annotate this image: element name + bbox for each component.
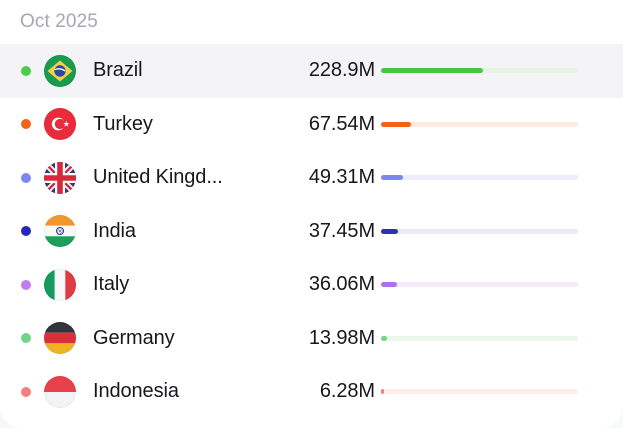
series-dot-icon [21, 386, 31, 397]
bar-fill [381, 68, 484, 74]
bar-fill [381, 389, 384, 395]
value-label: 6.28M [319, 380, 375, 403]
rankings-list: Brazil 228.9M Turkey 67.54M United Kingd… [0, 44, 623, 419]
value-label: 228.9M [308, 59, 375, 82]
bar-fill [381, 282, 398, 288]
value-label: 13.98M [308, 326, 375, 349]
germany-flag-icon [44, 322, 76, 355]
table-row[interactable]: Germany 13.98M [0, 312, 623, 366]
value-label: 37.45M [308, 219, 375, 242]
india-flag-icon [44, 215, 76, 248]
series-dot-icon [21, 226, 31, 237]
bar-track [381, 68, 578, 74]
value-label: 67.54M [308, 112, 375, 135]
bar-fill [381, 228, 398, 234]
table-row[interactable]: India 37.45M [0, 205, 623, 259]
indonesia-flag-icon [44, 375, 76, 408]
country-label: United Kingd... [93, 166, 223, 189]
country-label: Indonesia [93, 380, 179, 403]
country-label: Brazil [93, 59, 143, 82]
uk-flag-icon [44, 161, 76, 194]
turkey-flag-icon [44, 108, 76, 141]
series-dot-icon [21, 333, 31, 344]
bar-fill [381, 121, 412, 127]
table-row[interactable]: Turkey 67.54M [0, 98, 623, 152]
bar-fill [381, 335, 388, 341]
table-row[interactable]: Indonesia 6.28M [0, 365, 623, 419]
bar-track [381, 282, 578, 288]
country-label: India [93, 219, 136, 242]
value-label: 49.31M [308, 166, 375, 189]
country-label: Turkey [93, 112, 153, 135]
bar-track [381, 389, 578, 395]
series-dot-icon [21, 65, 31, 76]
bar-track [381, 335, 578, 341]
table-row[interactable]: Brazil 228.9M [0, 44, 623, 98]
bar-track [381, 228, 578, 234]
bar-track [381, 121, 578, 127]
series-dot-icon [21, 279, 31, 290]
brazil-flag-icon [44, 54, 76, 87]
bar-fill [381, 175, 404, 181]
table-row[interactable]: Italy 36.06M [0, 258, 623, 312]
series-dot-icon [21, 172, 31, 183]
table-row[interactable]: United Kingd... 49.31M [0, 151, 623, 205]
italy-flag-icon [44, 268, 76, 301]
value-label: 36.06M [308, 273, 375, 296]
bar-track [381, 175, 578, 181]
series-dot-icon [21, 119, 31, 130]
country-label: Germany [93, 326, 175, 349]
period-header: Oct 2025 [0, 0, 623, 44]
period-label: Oct 2025 [20, 11, 98, 32]
country-label: Italy [93, 273, 130, 296]
